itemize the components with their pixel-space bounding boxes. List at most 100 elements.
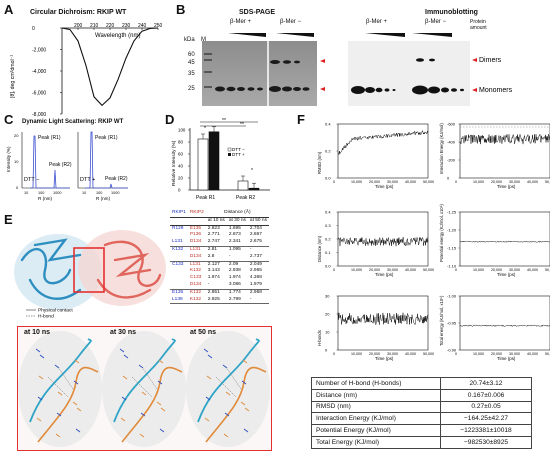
md-xtick: 10,000 <box>351 268 362 272</box>
distance-row: L131 D134 2.747 2.341 2.675 <box>170 239 269 247</box>
rkip2-residue: D134 <box>189 239 202 245</box>
panel-c-label: C <box>4 112 14 127</box>
distance-row: P136 2.771 2.873 2.867 <box>170 232 269 239</box>
cd-ylabel: [θ], deg cm²dmol⁻¹ <box>10 55 16 98</box>
rkip1-residue <box>170 275 188 282</box>
distance-value: 2.049 <box>249 261 262 267</box>
amount-wedge <box>365 33 405 37</box>
sds-bmer-minus: β-Mer − <box>280 19 301 25</box>
distance-row: D134 2.8 - 2.737 <box>170 254 269 262</box>
rkip2-residue: L131 <box>189 261 201 267</box>
distance-table-wrap: RKIP1 RKIP2 Distance (Å) at 10 ns at 30 … <box>170 210 269 304</box>
summary-table-wrap: Number of H-bond (H-bonds) 20.74±3.12 Dist… <box>311 377 532 449</box>
bar-ytick: 0 <box>178 188 181 193</box>
summary-key: Total Energy (KJ/mol) <box>311 435 441 449</box>
md-trace-te <box>459 324 550 327</box>
cd-xtick: 220 <box>106 23 115 29</box>
cd-ytick: -4,000 <box>32 69 46 75</box>
dls-curve-dtt-plus <box>85 131 128 189</box>
md-plot-ie: 0 -200 -400 -600 0 10,000 20,000 30,000 40,000 50… <box>439 122 550 189</box>
cd-xtick: 200 <box>74 23 83 29</box>
panel-a-title: Circular Dichroism: RKIP WT <box>30 9 127 16</box>
ib-title: Immunoblotting <box>425 9 478 16</box>
bar-ytick: 40 <box>178 164 183 169</box>
col-sub: at 10 ns <box>207 217 225 223</box>
md-ytick: 10 <box>325 330 330 335</box>
md-xtick: 30,000 <box>387 352 398 356</box>
md-xlabel: Time (ps) <box>375 184 394 189</box>
distance-value: 2.341 <box>228 239 241 245</box>
bar-ytick: 20 <box>178 176 183 181</box>
rkip2-residue: D134 <box>189 281 202 287</box>
col-rkip2: RKIP2 <box>189 210 204 215</box>
md-plots: 0.0 0.2 0.4 0 10,000 20,000 30,000 40,000 50,000… <box>317 122 550 361</box>
rkip2-residue: L131 <box>189 246 201 252</box>
rkip2-residue: K132 <box>189 289 202 295</box>
cd-ytick: -8,000 <box>32 112 46 118</box>
dimers-label: Dimers <box>479 57 502 64</box>
rkip1-residue: C133 <box>172 261 184 267</box>
monomer-arrow <box>320 87 325 91</box>
panel-b-label: B <box>176 2 186 17</box>
md-xtick: 20,000 <box>369 268 380 272</box>
distance-value: 2.938 <box>228 268 241 274</box>
cd-xtick: 210 <box>90 23 99 29</box>
legend-dtt-plus: DTT + <box>232 152 245 157</box>
amount-wedge <box>276 33 314 37</box>
dls-xtick: 1000 <box>111 191 119 195</box>
distance-row: K132 3.143 2.938 2.965 <box>170 268 269 275</box>
md-ytick: -1.00 <box>447 294 457 299</box>
md-ytick: 0.1 <box>325 250 331 255</box>
dls-chart: Intensity (%) 0 10 20 Peak (R1) Peak (R2… <box>6 131 128 201</box>
gel-images: Dimers Monomers <box>202 33 513 106</box>
md-ytick: 20 <box>325 312 330 317</box>
panel-f-label: F <box>297 112 305 127</box>
rkip1-residue: L131 <box>172 239 183 245</box>
md-ylabel: RMSD (nm) <box>317 151 322 174</box>
panel-d-label: D <box>165 112 175 127</box>
md-trace-rmsd <box>337 129 429 156</box>
md-plot-te: -0.90 -0.95 -1.00 0 10,000 20,000 30,000 40,000… <box>439 294 550 361</box>
md-xtick: 0 <box>455 268 457 272</box>
dls-ytick: 20 <box>14 133 19 138</box>
md-ytick: 0.4 <box>325 122 331 127</box>
md-xtick: 50,000 <box>545 268 550 272</box>
distance-row: E135 K132 2.851 1.774 2.968 <box>170 289 269 296</box>
md-xtick: 40,000 <box>405 268 416 272</box>
distance-value: 2.704 <box>249 225 262 231</box>
dls-xtick: 1000 <box>53 191 61 195</box>
md-xtick: 20,000 <box>369 352 380 356</box>
mw-45: 45 <box>188 60 195 66</box>
rkip2-residue: K132 <box>189 268 202 274</box>
sds-gel <box>202 41 317 106</box>
distance-value: 4.368 <box>249 275 262 281</box>
md-xtick: 40,000 <box>405 180 416 184</box>
distance-row: C133 L131 2.127 2.09 2.049 <box>170 261 269 268</box>
distance-value: 2.675 <box>249 239 262 245</box>
distance-value: 2.968 <box>249 289 262 295</box>
summary-value: 0.27±0.05 <box>440 400 532 414</box>
md-plot-dist: 0.0 0.1 0.2 0.3 0.4 0 10,000 20,000 30,000 40,000… <box>317 210 434 278</box>
distance-value: - <box>249 296 252 302</box>
dls-ylabel: Intensity (%) <box>6 146 11 172</box>
ib-dimer-arrow <box>472 58 477 62</box>
rkip2-residue: P136 <box>189 232 202 238</box>
dls-xlabel: R (nm) <box>96 196 111 201</box>
cd-xlabel: Wavelength (nm) <box>95 33 140 39</box>
bar-peak-r2-dtt-plus <box>248 187 260 191</box>
bar-ylabel: Relative Intensity (%) <box>171 140 177 186</box>
distance-value: 1.095 <box>228 246 241 252</box>
md-trace-dist <box>337 236 429 247</box>
dls-ytick: 10 <box>14 159 19 164</box>
summary-value: −982530±8925 <box>440 435 532 449</box>
distance-value: 1.695 <box>228 225 241 231</box>
cd-curve <box>61 27 159 107</box>
ib-monomer-arrow <box>472 88 477 92</box>
dls-title: Dynamic Light Scattering: RKIP WT <box>22 119 124 125</box>
md-xtick: 10,000 <box>473 268 484 272</box>
sds-title: SDS-PAGE <box>239 9 276 16</box>
distance-value: 2.867 <box>249 232 262 238</box>
distance-value: 1.974 <box>207 275 220 281</box>
distance-value: 2.127 <box>207 261 220 267</box>
